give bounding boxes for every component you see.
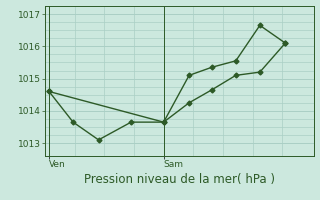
- X-axis label: Pression niveau de la mer( hPa ): Pression niveau de la mer( hPa ): [84, 173, 275, 186]
